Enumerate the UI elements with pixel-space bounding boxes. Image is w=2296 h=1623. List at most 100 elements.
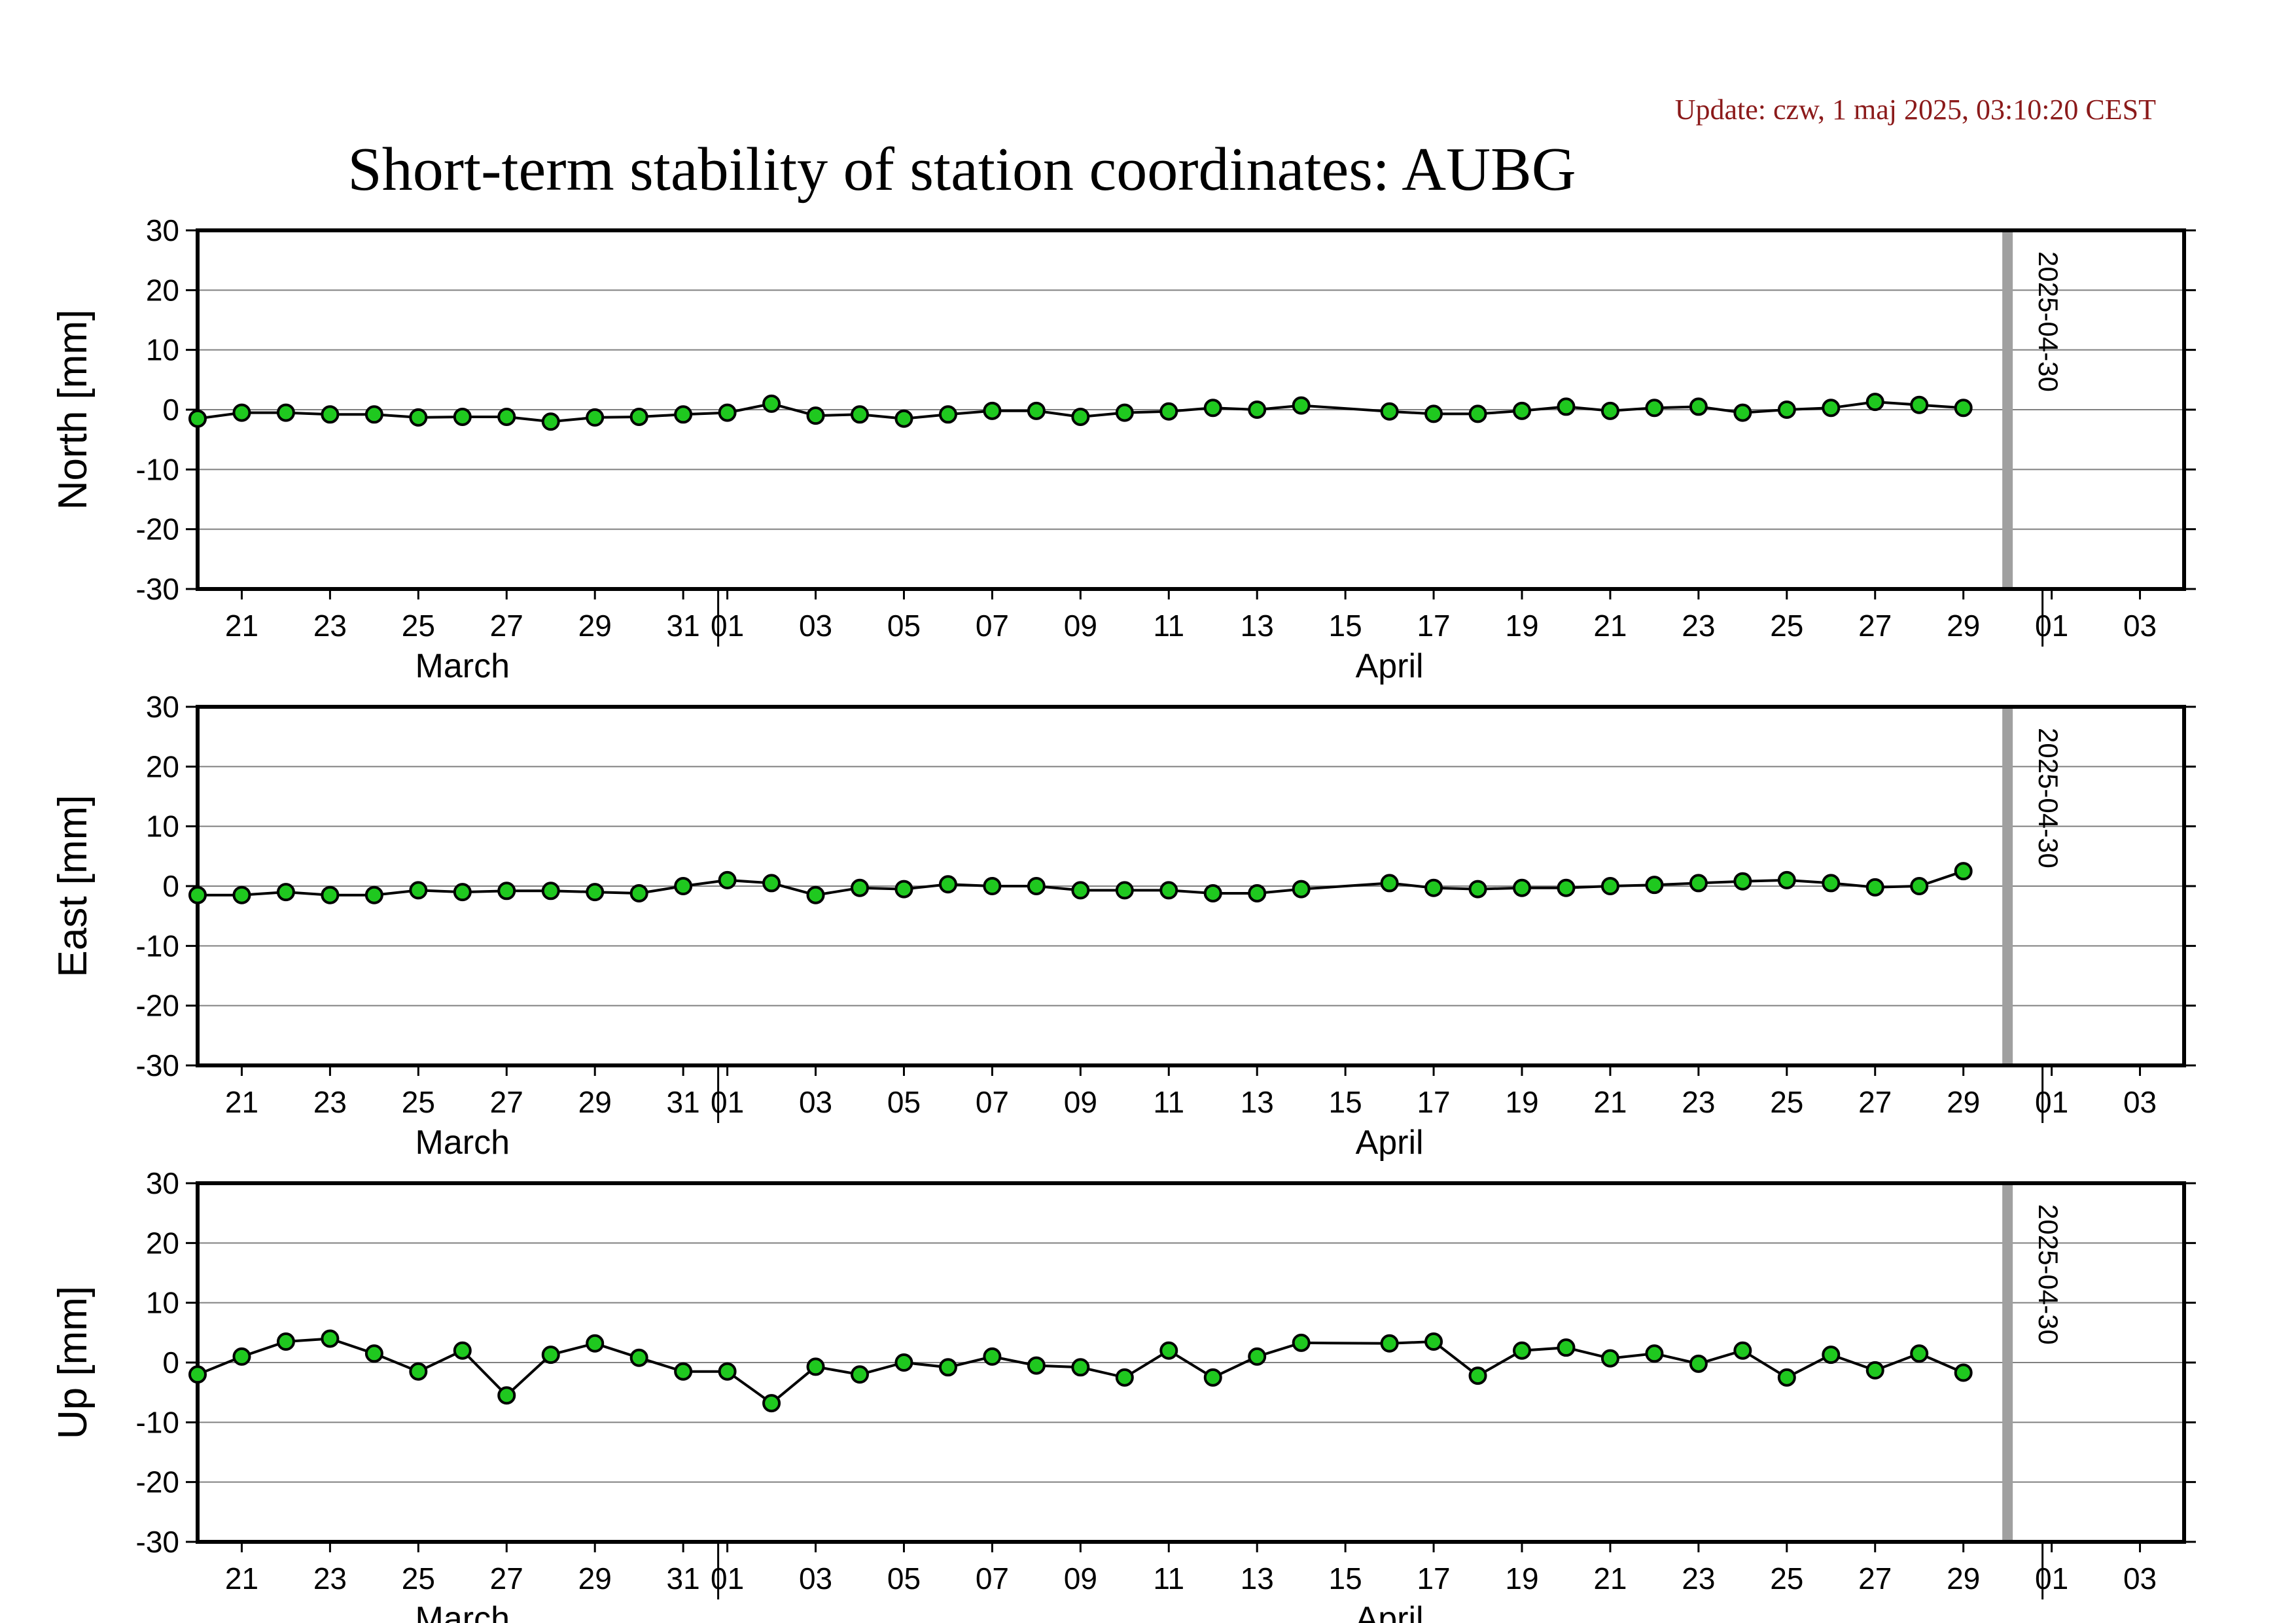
data-point	[1600, 877, 1619, 895]
x-tick-label: 23	[1682, 1561, 1715, 1596]
data-point	[1910, 877, 1929, 895]
month-label: March	[415, 1600, 510, 1623]
data-point	[364, 1344, 383, 1363]
data-point	[1733, 403, 1752, 422]
x-tick-label: 31	[667, 1561, 700, 1596]
x-tick-label: 01	[2035, 1561, 2068, 1596]
data-point	[983, 877, 1002, 895]
x-tick-label: 21	[1593, 1085, 1627, 1119]
data-point	[938, 875, 957, 894]
data-point	[851, 878, 869, 897]
x-tick-label: 27	[1858, 1561, 1892, 1596]
data-point	[1645, 399, 1664, 418]
data-point	[321, 1329, 340, 1348]
data-point	[1557, 397, 1576, 416]
x-tick-label: 17	[1417, 1561, 1450, 1596]
data-point	[1689, 1354, 1708, 1373]
data-point	[1424, 404, 1443, 423]
x-tick-label: 31	[667, 1085, 700, 1119]
series-line	[197, 401, 1964, 423]
x-tick-label: 13	[1241, 1085, 1274, 1119]
month-label: April	[1356, 647, 1424, 685]
data-point	[188, 885, 207, 904]
y-tick-label: -20	[136, 1465, 179, 1499]
x-tick-label: 11	[1153, 609, 1184, 643]
data-point	[1468, 1366, 1487, 1385]
y-tick-label: 20	[146, 1226, 179, 1260]
y-tick-label: 0	[162, 1346, 179, 1380]
data-point	[232, 1347, 251, 1366]
data-point	[497, 407, 516, 426]
data-point	[541, 1346, 560, 1364]
data-point	[762, 394, 781, 413]
data-point	[364, 885, 383, 904]
data-point	[983, 401, 1002, 420]
x-tick-label: 25	[1770, 1085, 1803, 1119]
x-tick-label: 21	[225, 1085, 258, 1119]
data-point	[1115, 403, 1134, 422]
x-tick-label: 13	[1241, 1561, 1274, 1596]
data-point	[232, 403, 251, 422]
data-point	[674, 877, 693, 895]
data-point	[1468, 404, 1487, 423]
data-point	[586, 1334, 605, 1353]
series-line	[197, 1337, 1964, 1405]
data-point	[629, 883, 648, 902]
data-point	[718, 870, 737, 889]
data-point	[1203, 883, 1222, 902]
data-point	[1115, 881, 1134, 900]
x-tick-label: 11	[1153, 1561, 1184, 1596]
x-tick-label: 27	[490, 1085, 523, 1119]
data-point	[1822, 874, 1841, 893]
data-point	[806, 406, 825, 425]
data-point	[806, 1357, 825, 1376]
data-point	[1557, 878, 1576, 897]
x-tick-label: 19	[1505, 1085, 1538, 1119]
data-point	[321, 885, 340, 904]
x-tick-label: 03	[2123, 1085, 2157, 1119]
data-point	[1248, 401, 1267, 419]
data-point	[1027, 1356, 1046, 1375]
data-point	[1071, 1358, 1090, 1377]
current-date-label: 2025-04-30	[2033, 251, 2064, 392]
x-tick-label: 29	[1947, 609, 1980, 643]
data-point	[1424, 878, 1443, 897]
data-point	[1777, 870, 1796, 889]
data-point	[1071, 881, 1090, 900]
data-point	[894, 409, 913, 428]
data-point	[1865, 1361, 1884, 1380]
y-tick-label: 30	[146, 690, 179, 724]
update-timestamp: Update: czw, 1 maj 2025, 03:10:20 CEST	[1675, 94, 2156, 126]
x-tick-label: 01	[2035, 1085, 2068, 1119]
data-point	[276, 1332, 295, 1351]
data-point	[1822, 1346, 1841, 1364]
data-point	[938, 405, 957, 424]
data-point	[1203, 1368, 1222, 1387]
x-tick-label: 27	[1858, 1085, 1892, 1119]
data-point	[586, 883, 605, 902]
x-tick-label: 19	[1505, 1561, 1538, 1596]
data-point	[1954, 399, 1973, 418]
data-point	[1424, 1332, 1443, 1351]
data-point	[497, 1386, 516, 1405]
x-tick-label: 15	[1329, 1085, 1362, 1119]
month-label: April	[1356, 1124, 1424, 1162]
x-tick-label: 01	[2035, 609, 2068, 643]
data-point	[674, 1362, 693, 1381]
data-point	[629, 407, 648, 426]
y-tick-label: -10	[136, 929, 179, 963]
data-point	[541, 882, 560, 901]
data-point	[894, 1353, 913, 1372]
data-point	[1600, 401, 1619, 420]
x-tick-label: 17	[1417, 609, 1450, 643]
data-point	[1027, 401, 1046, 420]
data-point	[1777, 1368, 1796, 1387]
x-tick-label: 21	[225, 1561, 258, 1596]
x-tick-label: 11	[1153, 1085, 1184, 1119]
data-point	[1733, 872, 1752, 891]
data-point	[232, 885, 251, 904]
x-tick-label: 25	[402, 609, 435, 643]
x-tick-label: 23	[1682, 1085, 1715, 1119]
data-point	[1115, 1368, 1134, 1387]
